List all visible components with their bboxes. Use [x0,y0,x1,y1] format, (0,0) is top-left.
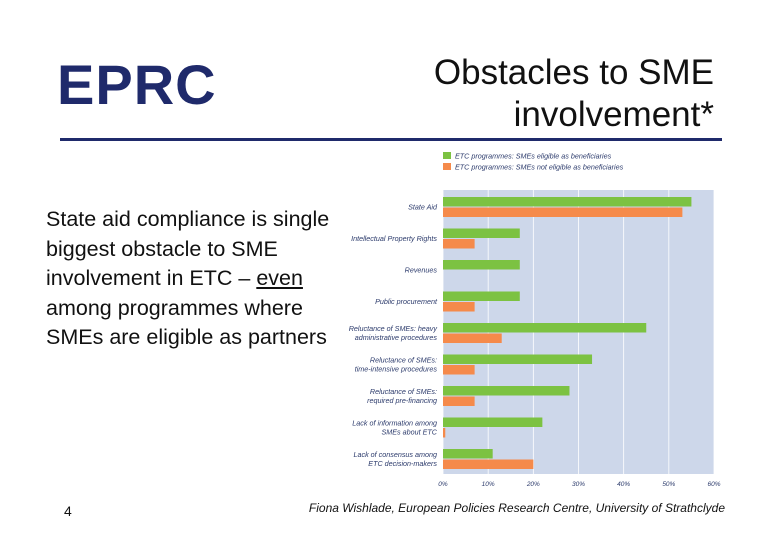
category-label-3: Revenues [405,266,438,275]
x-tick-label-1: 0% [438,481,448,488]
bar-not-eligible-1 [443,207,683,217]
category-label-8-line-1: Lack of information among [352,419,437,428]
legend-label-1: ETC programmes: SMEs eligible as benefic… [455,151,612,160]
title-divider [60,138,722,141]
x-tick-label-4: 30% [572,481,585,488]
category-label-5-line-2: administrative procedures [355,333,438,342]
bar-not-eligible-2 [443,239,475,249]
category-label-6-line-2: time-intensive procedures [355,365,438,374]
bar-not-eligible-6 [443,365,475,375]
body-text-part-1: State aid compliance is single biggest o… [46,207,330,290]
bar-eligible-6 [443,354,593,364]
category-label-5-line-1: Reluctance of SMEs: heavy [349,324,438,333]
bar-eligible-4 [443,291,520,301]
slide-title-line-2: involvement* [513,95,714,134]
x-tick-label-7: 60% [707,481,720,488]
legend-swatch-1 [443,152,451,159]
legend-swatch-2 [443,163,451,170]
category-label-6-line-1: Reluctance of SMEs: [370,356,437,365]
slide-title: Obstacles to SME involvement* [374,52,714,136]
body-text: State aid compliance is single biggest o… [46,205,331,353]
page-number: 4 [64,503,72,519]
category-label-9-line-2: ETC decision-makers [368,459,437,468]
slide-title-line-1: Obstacles to SME [433,53,714,92]
x-tick-label-6: 50% [662,481,675,488]
bar-not-eligible-4 [443,302,475,312]
bar-eligible-5 [443,323,647,333]
body-text-emphasis: even [256,266,303,290]
eprc-logo: EPRC [57,53,217,116]
bar-not-eligible-8 [443,428,446,438]
category-label-4: Public procurement [375,297,438,306]
bar-eligible-1 [443,197,692,207]
bar-eligible-9 [443,449,493,459]
category-label-2: Intellectual Property Rights [351,234,437,243]
bar-not-eligible-7 [443,396,475,406]
bar-eligible-8 [443,417,543,427]
category-label-8-line-2: SMEs about ETC [381,428,437,437]
body-text-part-2: among programmes where SMEs are eligible… [46,295,327,350]
category-label-7-line-2: required pre-financing [367,396,437,405]
legend-label-2: ETC programmes: SMEs not eligible as ben… [455,162,624,171]
bar-not-eligible-5 [443,333,502,343]
bar-not-eligible-9 [443,459,534,469]
category-label-9-line-1: Lack of consensus among [353,450,437,459]
footer-credit: Fiona Wishlade, European Policies Resear… [308,501,725,515]
category-label-7-line-1: Reluctance of SMEs: [370,387,437,396]
x-tick-label-5: 40% [617,481,630,488]
bar-eligible-3 [443,260,520,270]
bar-eligible-2 [443,228,520,238]
x-tick-label-2: 10% [482,481,495,488]
category-label-1: State Aid [408,203,438,212]
bar-eligible-7 [443,386,570,396]
x-tick-label-3: 20% [526,481,540,488]
